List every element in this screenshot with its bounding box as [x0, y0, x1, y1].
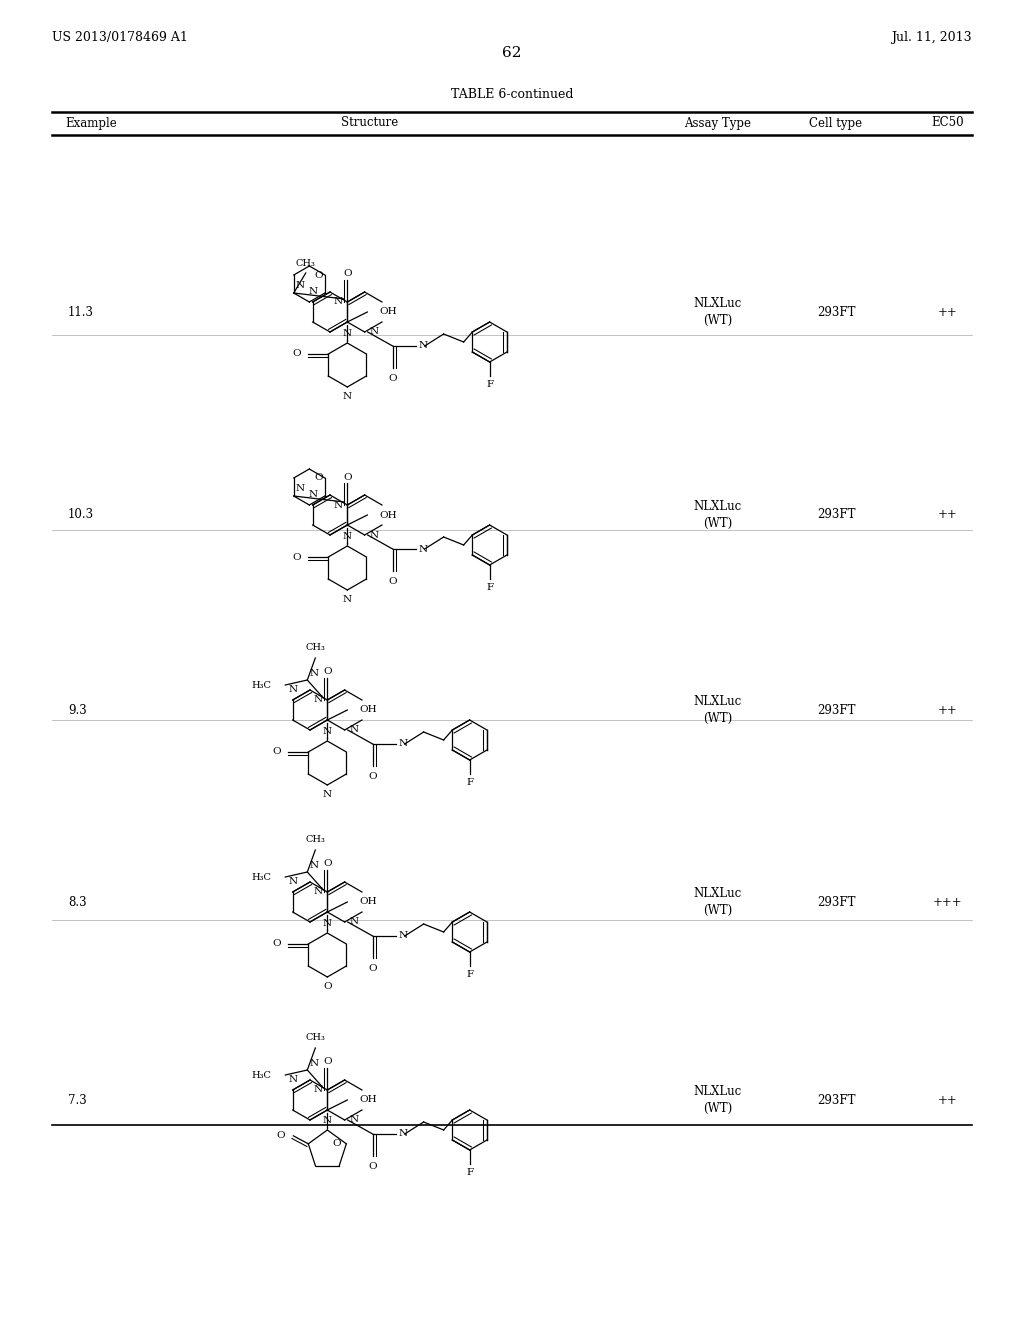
Text: N: N [323, 919, 332, 928]
Text: 293FT: 293FT [817, 1093, 855, 1106]
Text: H₃C: H₃C [252, 873, 271, 882]
Text: CH₃: CH₃ [296, 259, 315, 268]
Text: 293FT: 293FT [817, 508, 855, 521]
Text: N: N [323, 727, 332, 737]
Text: O: O [276, 1131, 286, 1140]
Text: N: N [343, 392, 352, 401]
Text: N: N [398, 1130, 408, 1138]
Text: CH₃: CH₃ [305, 836, 326, 843]
Text: N: N [370, 327, 379, 337]
Text: O: O [314, 474, 323, 483]
Text: OH: OH [379, 511, 397, 520]
Text: N: N [288, 876, 297, 886]
Text: CH₃: CH₃ [305, 1034, 326, 1041]
Text: N: N [288, 685, 297, 694]
Text: N: N [343, 532, 352, 541]
Text: O: O [388, 577, 397, 586]
Text: O: O [343, 269, 351, 279]
Text: 293FT: 293FT [817, 895, 855, 908]
Text: N: N [313, 696, 323, 705]
Text: F: F [466, 1168, 473, 1177]
Text: 10.3: 10.3 [68, 508, 94, 521]
Text: O: O [369, 964, 377, 973]
Text: O: O [314, 271, 323, 280]
Text: O: O [323, 1057, 332, 1067]
Text: N: N [313, 887, 323, 896]
Text: 11.3: 11.3 [68, 305, 94, 318]
Text: N: N [349, 726, 358, 734]
Text: ++: ++ [938, 508, 957, 521]
Text: O: O [323, 859, 332, 869]
Text: OH: OH [359, 898, 377, 907]
Text: Cell type: Cell type [809, 116, 862, 129]
Text: N: N [308, 286, 317, 296]
Text: N: N [349, 1115, 358, 1125]
Text: NLXLuc
(WT): NLXLuc (WT) [694, 297, 742, 327]
Text: O: O [343, 473, 351, 482]
Text: O: O [388, 374, 397, 383]
Text: N: N [308, 490, 317, 499]
Text: 293FT: 293FT [817, 704, 855, 717]
Text: ++: ++ [938, 704, 957, 717]
Text: NLXLuc
(WT): NLXLuc (WT) [694, 887, 742, 917]
Text: 62: 62 [502, 46, 522, 59]
Text: US 2013/0178469 A1: US 2013/0178469 A1 [52, 30, 187, 44]
Text: N: N [309, 861, 318, 870]
Text: F: F [486, 380, 494, 389]
Text: F: F [466, 970, 473, 979]
Text: F: F [486, 583, 494, 591]
Text: O: O [333, 1139, 341, 1148]
Text: N: N [398, 739, 408, 748]
Text: NLXLuc
(WT): NLXLuc (WT) [694, 696, 742, 725]
Text: N: N [296, 484, 305, 492]
Text: N: N [419, 544, 428, 553]
Text: O: O [369, 1162, 377, 1171]
Text: OH: OH [379, 308, 397, 317]
Text: ++: ++ [938, 1093, 957, 1106]
Text: N: N [333, 297, 342, 306]
Text: N: N [349, 917, 358, 927]
Text: O: O [272, 747, 282, 756]
Text: ++: ++ [938, 305, 957, 318]
Text: N: N [309, 1059, 318, 1068]
Text: 7.3: 7.3 [68, 1093, 87, 1106]
Text: H₃C: H₃C [252, 681, 271, 689]
Text: 8.3: 8.3 [68, 895, 87, 908]
Text: OH: OH [359, 1096, 377, 1105]
Text: F: F [466, 777, 473, 787]
Text: O: O [369, 772, 377, 781]
Text: NLXLuc
(WT): NLXLuc (WT) [694, 500, 742, 531]
Text: Assay Type: Assay Type [684, 116, 752, 129]
Text: N: N [343, 329, 352, 338]
Text: H₃C: H₃C [252, 1071, 271, 1080]
Text: +++: +++ [933, 895, 963, 908]
Text: O: O [323, 982, 332, 991]
Text: Structure: Structure [341, 116, 398, 129]
Text: N: N [419, 342, 428, 351]
Text: N: N [343, 595, 352, 605]
Text: N: N [288, 1074, 297, 1084]
Text: Example: Example [65, 116, 117, 129]
Text: OH: OH [359, 705, 377, 714]
Text: N: N [333, 500, 342, 510]
Text: EC50: EC50 [932, 116, 965, 129]
Text: N: N [309, 669, 318, 678]
Text: O: O [293, 553, 301, 561]
Text: N: N [296, 281, 305, 290]
Text: N: N [313, 1085, 323, 1094]
Text: N: N [323, 789, 332, 799]
Text: CH₃: CH₃ [305, 643, 326, 652]
Text: Jul. 11, 2013: Jul. 11, 2013 [891, 30, 972, 44]
Text: O: O [272, 940, 282, 949]
Text: TABLE 6-continued: TABLE 6-continued [451, 88, 573, 102]
Text: N: N [370, 531, 379, 540]
Text: 9.3: 9.3 [68, 704, 87, 717]
Text: O: O [323, 668, 332, 676]
Text: O: O [293, 350, 301, 359]
Text: NLXLuc
(WT): NLXLuc (WT) [694, 1085, 742, 1115]
Text: N: N [323, 1115, 332, 1125]
Text: N: N [398, 932, 408, 940]
Text: 293FT: 293FT [817, 305, 855, 318]
